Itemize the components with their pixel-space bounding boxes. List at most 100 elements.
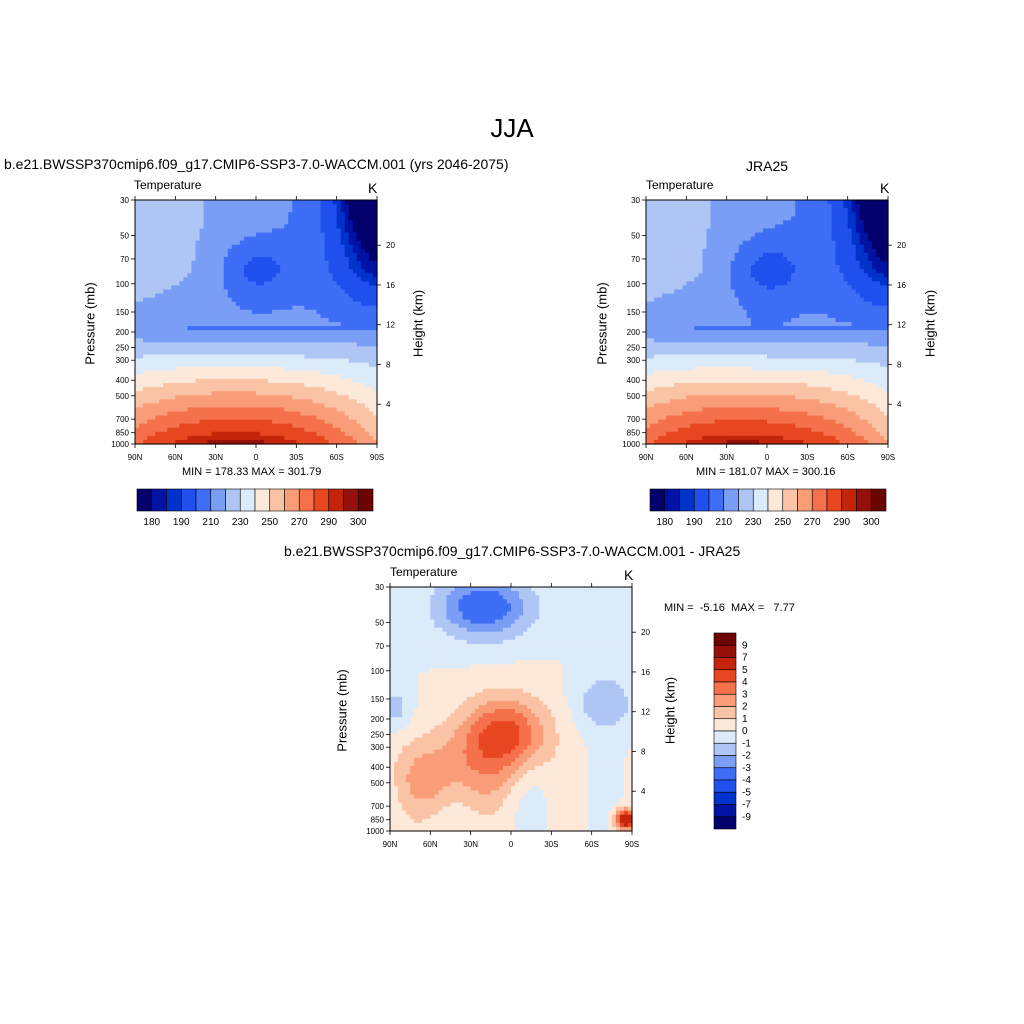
contour-cell [179,289,184,295]
contour-cell [139,297,144,303]
contour-cell [324,435,330,441]
contour-cell [646,309,651,315]
contour-cell [650,317,655,323]
contour-cell [344,269,350,274]
contour-cell [332,411,338,417]
contour-cell [690,269,695,274]
contour-cell [264,322,269,327]
contour-cell [336,281,342,286]
contour-cell [670,423,675,429]
contour-cell [356,244,362,250]
contour-cell [718,439,724,445]
contour-cell [280,366,285,372]
contour-cell [284,273,289,278]
contour-cell [682,244,687,250]
contour-cell [340,374,346,380]
contour-cell [183,350,189,356]
contour-cell [223,362,229,368]
contour-cell [276,313,281,319]
contour-cell [288,370,293,376]
contour-cell [304,350,310,356]
contour-cell [674,366,679,372]
contour-cell [344,256,350,262]
contour-cell [670,346,675,352]
contour-cell [235,273,241,278]
contour-cell [332,354,338,360]
contour-cell [251,228,257,234]
contour-cell [332,232,338,238]
contour-cell [312,228,318,234]
contour-cell [646,313,651,319]
contour-cell [239,391,245,396]
contour-cell [280,216,285,221]
contour-cell [260,265,265,270]
contour-cell [243,265,249,270]
contour-cell [231,224,237,230]
contour-cell [368,220,374,225]
contour-cell [235,228,241,234]
contour-cell [304,419,310,425]
contour-cell [730,269,736,274]
contour-cell [256,415,261,421]
contour-cell [260,313,265,319]
contour-cell [215,216,221,221]
contour-cell [340,252,346,258]
contour-cell [698,204,704,209]
contour-cell [143,330,148,335]
contour-cell [284,342,289,347]
contour-cell [171,265,176,270]
contour-cell [243,431,249,437]
contour-cell [251,301,257,307]
contour-cell [151,330,156,335]
contour-cell [352,366,358,372]
contour-cell [264,431,269,437]
contour-cell [276,374,281,380]
contour-cell [352,362,358,368]
contour-cell [368,289,374,295]
contour-cell [714,261,720,266]
contour-cell [171,322,176,327]
contour-cell [163,427,168,433]
contour-cell [332,330,338,335]
contour-cell [179,383,184,388]
contour-cell [268,261,273,266]
contour-cell [682,261,687,266]
contour-cell [678,431,683,437]
contour-cell [348,407,354,413]
contour-cell [316,240,322,246]
contour-cell [163,265,168,270]
contour-cell [650,346,655,352]
contour-cell [340,212,346,217]
contour-cell [340,281,346,286]
contour-cell [195,370,201,376]
contour-cell [215,232,221,238]
contour-cell [324,374,330,380]
contour-cell [227,289,233,295]
contour-cell [159,228,164,234]
contour-cell [364,232,370,238]
contour-cell [364,411,370,417]
contour-cell [191,216,197,221]
contour-cell [706,358,712,364]
contour-cell [336,342,342,347]
contour-cell [348,366,354,372]
contour-cell [702,269,708,274]
contour-cell [195,419,201,425]
contour-cell [682,415,687,421]
contour-cell [714,252,720,258]
contour-cell [324,277,330,282]
contour-cell [264,252,269,258]
contour-cell [666,435,671,441]
contour-cell [336,423,342,429]
contour-cell [340,285,346,291]
contour-cell [726,362,732,368]
contour-cell [364,387,370,392]
contour-cell [195,281,201,286]
contour-cell [207,374,213,380]
contour-cell [706,200,712,205]
contour-cell [718,240,724,246]
contour-cell [231,354,237,360]
contour-cell [288,285,293,291]
contour-cell [215,269,221,274]
contour-cell [280,244,285,250]
